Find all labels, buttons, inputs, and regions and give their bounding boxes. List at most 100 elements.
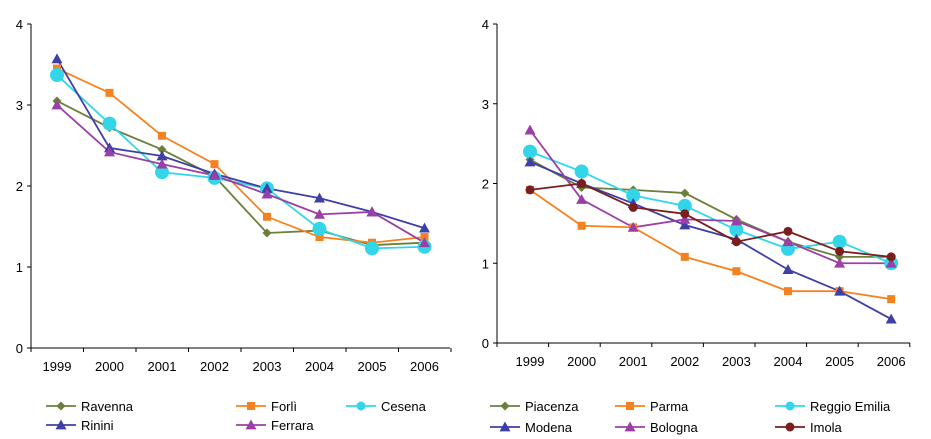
series-line-forl- bbox=[56, 67, 425, 244]
series-markers bbox=[525, 179, 896, 262]
y-tick-label: 3 bbox=[16, 98, 23, 113]
legend-item: Imola bbox=[775, 420, 843, 435]
chart-right: 0 1 2 3 4 1999 2000 2001 2002 2003 2004 2005 2006 Pia… bbox=[482, 17, 911, 435]
x-tick-label: 2004 bbox=[305, 359, 334, 374]
legend-item: Forlì bbox=[236, 399, 297, 414]
series-markers bbox=[51, 99, 430, 248]
x-tick-label: 1999 bbox=[516, 354, 545, 369]
legend-label: Imola bbox=[810, 420, 843, 435]
legend-item: Ferrara bbox=[236, 418, 314, 433]
x-tick-label: 2001 bbox=[619, 354, 648, 369]
data-point bbox=[365, 241, 379, 256]
y-tick-label: 2 bbox=[482, 177, 489, 192]
legend-marker bbox=[499, 421, 511, 432]
data-point bbox=[262, 228, 272, 238]
legend-item: Rinini bbox=[46, 418, 114, 433]
legend-item: Ravenna bbox=[46, 399, 134, 414]
data-point bbox=[679, 213, 691, 224]
data-point bbox=[523, 144, 537, 159]
x-tick-label: 2006 bbox=[410, 359, 439, 374]
x-tick-label: 2003 bbox=[253, 359, 282, 374]
x-tick-label: 2003 bbox=[722, 354, 751, 369]
data-point bbox=[315, 233, 324, 242]
series-markers bbox=[524, 124, 897, 268]
data-point bbox=[577, 221, 586, 230]
legend-item: Parma bbox=[615, 399, 689, 414]
y-tick-label: 3 bbox=[482, 97, 489, 112]
data-point bbox=[885, 313, 897, 324]
data-point bbox=[156, 150, 168, 161]
legend-marker bbox=[500, 401, 510, 411]
legend-item: Cesena bbox=[346, 399, 427, 414]
data-point bbox=[156, 158, 168, 169]
legend-marker bbox=[626, 402, 634, 410]
legend-label: Ravenna bbox=[81, 399, 134, 414]
data-point bbox=[835, 246, 845, 256]
series-line-cesena bbox=[56, 74, 425, 250]
y-tick-label: 4 bbox=[16, 17, 23, 32]
data-point bbox=[419, 222, 430, 233]
data-point bbox=[312, 221, 327, 236]
legend-marker bbox=[245, 419, 257, 430]
x-tick-label: 2001 bbox=[148, 359, 177, 374]
legend-marker bbox=[55, 419, 67, 430]
chart-left: 0 1 2 3 4 1999 2000 2001 2002 2003 2004 2005 2006 Rav… bbox=[16, 17, 452, 433]
x-tick-label: 1999 bbox=[43, 359, 72, 374]
legend-marker bbox=[56, 401, 66, 411]
data-point bbox=[51, 53, 63, 64]
data-point bbox=[886, 252, 896, 262]
legend-item: Piacenza bbox=[490, 399, 579, 414]
data-point bbox=[628, 202, 638, 212]
legend-marker bbox=[624, 421, 636, 432]
y-tick-label: 1 bbox=[482, 256, 489, 271]
legend-label: Rinini bbox=[81, 418, 114, 433]
data-point bbox=[782, 264, 794, 275]
legend-label: Cesena bbox=[381, 399, 427, 414]
data-point bbox=[677, 198, 692, 213]
data-point bbox=[576, 193, 588, 204]
data-point bbox=[263, 212, 271, 221]
data-point bbox=[524, 156, 536, 167]
data-point bbox=[832, 234, 847, 249]
data-point bbox=[626, 188, 641, 203]
legend-label: Piacenza bbox=[525, 399, 579, 414]
data-point bbox=[834, 257, 846, 268]
series-line-reggio-emilia bbox=[529, 150, 892, 265]
legend-marker bbox=[785, 401, 795, 411]
y-tick-label: 0 bbox=[16, 341, 23, 356]
data-point bbox=[885, 257, 897, 268]
legend-label: Reggio Emilia bbox=[810, 399, 891, 414]
y-tick-label: 4 bbox=[482, 17, 489, 32]
data-point bbox=[732, 267, 741, 276]
data-point bbox=[51, 99, 63, 110]
legend-marker bbox=[356, 401, 366, 411]
data-point bbox=[731, 237, 741, 247]
series-line-ferrara bbox=[56, 104, 425, 244]
data-point bbox=[783, 226, 793, 236]
data-point bbox=[50, 68, 64, 83]
y-tick-label: 2 bbox=[16, 179, 23, 194]
legend-item: Modena bbox=[490, 420, 573, 435]
data-point bbox=[680, 209, 690, 219]
data-point bbox=[679, 219, 691, 230]
data-point bbox=[525, 185, 535, 195]
data-point bbox=[627, 221, 639, 232]
legend-label: Ferrara bbox=[271, 418, 314, 433]
data-point bbox=[158, 131, 166, 140]
data-point bbox=[782, 236, 794, 247]
data-point bbox=[730, 215, 742, 226]
data-point bbox=[209, 169, 220, 180]
x-tick-label: 2000 bbox=[95, 359, 124, 374]
data-point bbox=[210, 160, 219, 169]
y-tick-label: 1 bbox=[16, 260, 23, 275]
legend-item: Reggio Emilia bbox=[775, 399, 891, 414]
series-line-bologna bbox=[529, 129, 892, 265]
data-point bbox=[314, 192, 325, 203]
series-line-rinini bbox=[56, 58, 425, 229]
x-tick-label: 2005 bbox=[358, 359, 387, 374]
data-point bbox=[574, 164, 589, 179]
legend-label: Modena bbox=[525, 420, 573, 435]
legend-item: Bologna bbox=[615, 420, 698, 435]
data-point bbox=[102, 116, 117, 131]
data-point bbox=[680, 188, 690, 198]
